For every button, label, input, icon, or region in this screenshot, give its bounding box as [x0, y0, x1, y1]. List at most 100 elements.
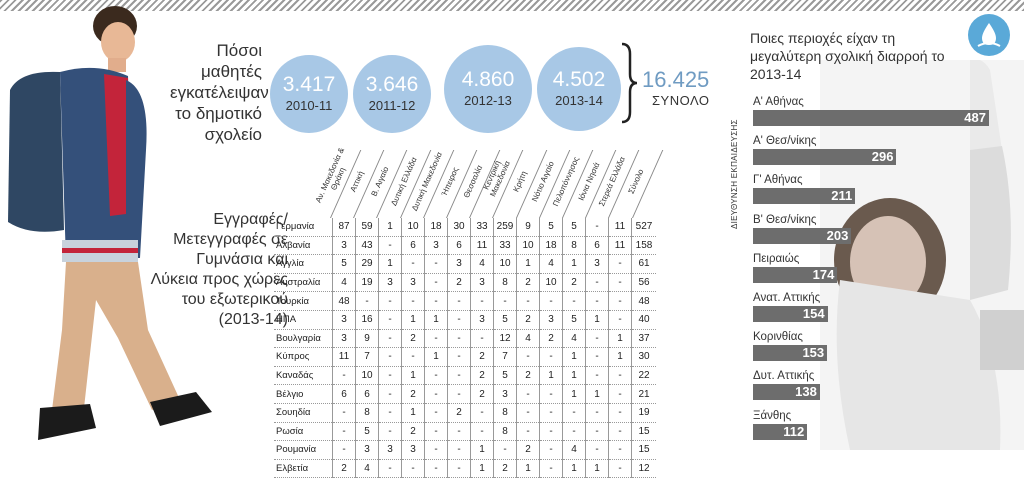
regions-question: Ποιες περιοχές είχαν τη μεγαλύτερη σχολι… [750, 30, 945, 82]
dropout-bubble: 4.860 2012-13 [444, 45, 532, 133]
region-bar: 153 [753, 345, 828, 362]
table-cell: 16 [355, 310, 379, 330]
table-cell: 6 [585, 236, 609, 256]
table-cell: 2 [516, 310, 540, 330]
table-cell: 6 [332, 384, 356, 404]
table-cell: 3 [332, 310, 356, 330]
table-cell: - [447, 347, 471, 367]
table-row: Κύπρος 11 7- -1-2 7- -1-1 30 [274, 347, 656, 367]
table-cell: - [470, 422, 494, 442]
bubble-year: 2013-14 [555, 93, 603, 108]
table-cell: 1 [516, 254, 540, 274]
table-cell: 1 [378, 254, 402, 274]
table-cell: - [608, 254, 632, 274]
table-cell: 1 [585, 384, 609, 404]
table-row: Τουρκία 48- - - - - - - - - - - -48 [274, 291, 656, 311]
table-cell: - [447, 329, 471, 349]
table-cell: - [585, 291, 609, 311]
table-cell: - [585, 403, 609, 423]
table-cell: - [378, 236, 402, 256]
table-cell: 1 [608, 329, 632, 349]
table-row: Αλβανία 3 43-6 3 6 11 33 10 18 8 6 11 158 [274, 236, 656, 256]
bubble-year: 2011-12 [368, 98, 416, 113]
table-cell: 3 [470, 310, 494, 330]
region-bar: 487 [753, 110, 989, 126]
table-cell: 5 [539, 218, 563, 237]
table-cell: 29 [355, 254, 379, 274]
table-cell: - [447, 366, 471, 386]
table-cell: 3 [332, 236, 356, 256]
table-cell: - [539, 347, 563, 367]
table-row: Σουηδία -8-1-2-8- - - - -19 [274, 403, 656, 423]
row-total: 527 [631, 218, 656, 237]
bubble-value: 4.502 [552, 68, 606, 91]
row-total: 48 [631, 291, 656, 311]
table-cell: 6 [401, 236, 425, 256]
region-label: Ανατ. Αττικής [753, 292, 821, 304]
brace-icon [621, 42, 638, 124]
row-total: 158 [631, 236, 656, 256]
table-cell: 4 [516, 329, 540, 349]
row-total: 37 [631, 329, 656, 349]
table-cell: 7 [493, 347, 517, 367]
row-total: 21 [631, 384, 656, 404]
table-cell: 10 [516, 236, 540, 256]
table-cell: 10 [401, 218, 425, 237]
table-cell: 6 [447, 236, 471, 256]
table-cell: 33 [470, 218, 494, 237]
bubble-year: 2012-13 [464, 93, 512, 108]
table-cell: - [608, 310, 632, 330]
table-cell: - [585, 347, 609, 367]
row-total: 22 [631, 366, 656, 386]
region-label: Πειραιώς [753, 252, 800, 265]
table-cell: - [470, 403, 494, 423]
table-cell: 33 [493, 236, 517, 256]
table-cell: - [516, 422, 540, 442]
dropout-total: 16.425 [642, 67, 710, 92]
dropout-question: Πόσοι μαθητές εγκατέλειψαν το δημοτικό σ… [170, 41, 269, 144]
table-cell: - [424, 459, 448, 478]
table-cell: 48 [332, 291, 356, 311]
table-cell: - [539, 422, 563, 442]
region-label: Γ' Αθήνας [753, 174, 803, 187]
region-bar: 112 [753, 423, 808, 440]
table-cell: 8 [493, 273, 517, 293]
country-name: Σουηδία [274, 403, 333, 423]
table-row: ΗΠΑ 3 16-1 1-3 5 2 3 5 1-40 [274, 310, 656, 330]
table-cell: 4 [539, 254, 563, 274]
table-cell: 2 [401, 384, 425, 404]
table-cell: 10 [539, 273, 563, 293]
region-bar: 296 [753, 149, 897, 166]
table-cell: 1 [562, 384, 586, 404]
table-cell: 1 [562, 366, 586, 386]
table-cell: - [516, 384, 540, 404]
table-cell: - [355, 291, 379, 311]
dropout-bubble: 3.417 2010-11 [270, 55, 348, 133]
dropout-total-label: ΣΥΝΟΛΟ [652, 93, 710, 108]
dropout-bubble: 3.646 2011-12 [353, 55, 431, 133]
table-cell: 3 [493, 384, 517, 404]
region-bar: 154 [753, 306, 828, 322]
table-cell: - [332, 366, 356, 386]
region-label: Ξάνθης [753, 409, 792, 422]
table-cell: 43 [355, 236, 379, 256]
table-cell: 1 [378, 218, 402, 237]
country-name: Αγγλία [274, 254, 333, 274]
table-cell: 2 [401, 329, 425, 349]
abroad-question: Εγγραφές/ Μετεγγραφές σε Γυμνάσια και Λύ… [150, 211, 288, 328]
table-cell: - [539, 403, 563, 423]
table-cell: 11 [608, 236, 632, 256]
table-cell: 2 [401, 422, 425, 442]
table-cell: - [424, 273, 448, 293]
table-cell: 5 [562, 310, 586, 330]
table-row: Γερμανία 87 59 1 10 18 30 33 259 9 5 5-11 527 [274, 218, 656, 237]
table-cell: - [562, 291, 586, 311]
table-row: Αγγλία 5 29 1- -3 4 10 1 4 1 3-61 [274, 254, 656, 274]
table-cell: - [332, 403, 356, 423]
table-row: Αυστραλία 4 19 3 3-2 3 8 2 10 2- -56 [274, 273, 656, 293]
table-cell: - [401, 347, 425, 367]
table-cell: 1 [401, 403, 425, 423]
table-cell: 3 [401, 273, 425, 293]
table-cell: 8 [355, 403, 379, 423]
table-cell: - [608, 273, 632, 293]
